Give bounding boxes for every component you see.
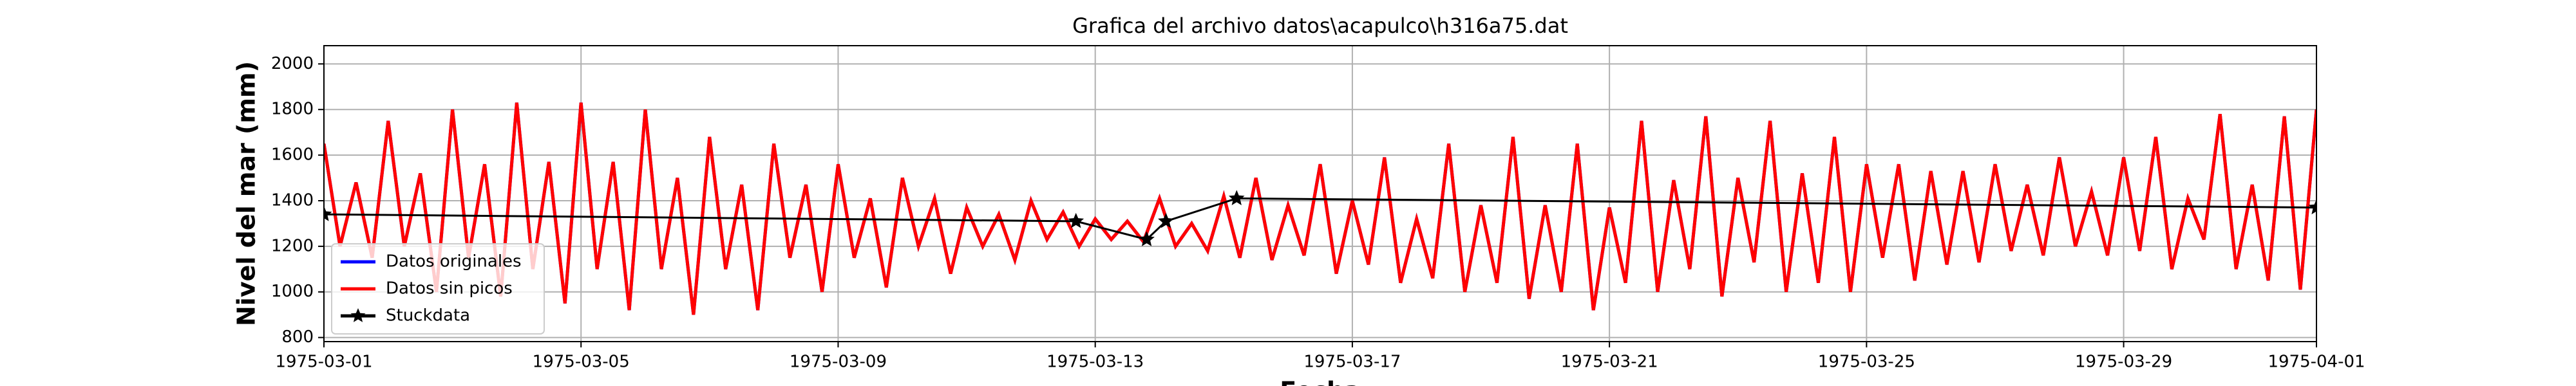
x-tick-label: 1975-03-05 bbox=[533, 353, 630, 372]
marker bbox=[1158, 212, 1174, 228]
legend-label: Stuckdata bbox=[386, 306, 470, 326]
marker bbox=[1228, 190, 1245, 205]
marker bbox=[1068, 212, 1084, 228]
x-tick-label: 1975-04-01 bbox=[2268, 353, 2365, 372]
y-tick-label: 1400 bbox=[271, 190, 314, 210]
y-tick-label: 800 bbox=[281, 327, 314, 347]
x-tick-label: 1975-03-09 bbox=[790, 353, 887, 372]
x-tick-label: 1975-03-13 bbox=[1046, 353, 1144, 372]
x-tick-label: 1975-03-17 bbox=[1303, 353, 1401, 372]
y-tick-label: 1000 bbox=[271, 282, 314, 301]
x-axis-label: Fecha bbox=[1280, 377, 1360, 386]
legend-marker bbox=[350, 308, 366, 322]
y-tick-label: 2000 bbox=[271, 54, 314, 73]
legend-label: Datos sin picos bbox=[386, 279, 513, 299]
y-tick-label: 1600 bbox=[271, 145, 314, 165]
series-line bbox=[324, 102, 2316, 315]
y-axis-label: Nivel del mar (mm) bbox=[232, 61, 261, 326]
series-line bbox=[324, 102, 2316, 315]
y-tick-label: 1200 bbox=[271, 236, 314, 255]
chart-title: Grafica del archivo datos\acapulco\h316a… bbox=[1072, 14, 1568, 38]
series-line bbox=[324, 197, 2316, 241]
x-tick-label: 1975-03-21 bbox=[1561, 353, 1658, 372]
x-tick-label: 1975-03-29 bbox=[2075, 353, 2172, 372]
marker bbox=[324, 206, 332, 221]
legend-label: Datos originales bbox=[386, 252, 522, 271]
x-tick-label: 1975-03-01 bbox=[275, 353, 372, 372]
y-tick-label: 1800 bbox=[271, 100, 314, 119]
marker bbox=[2308, 199, 2316, 215]
x-tick-label: 1975-03-25 bbox=[1818, 353, 1915, 372]
marker bbox=[1139, 231, 1155, 246]
legend-box bbox=[331, 243, 545, 335]
plot-frame bbox=[323, 45, 2317, 342]
